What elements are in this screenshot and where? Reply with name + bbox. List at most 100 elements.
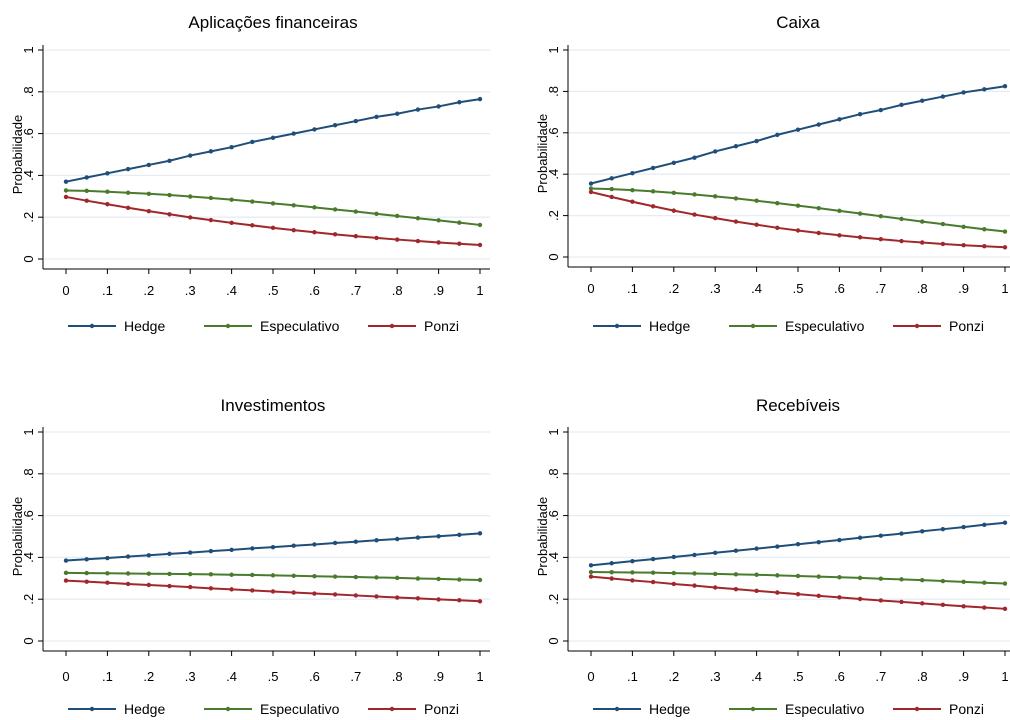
data-point	[146, 208, 151, 214]
data-point	[837, 537, 842, 543]
x-tick-label: .8	[917, 669, 928, 684]
data-point	[167, 158, 172, 163]
data-point	[353, 118, 358, 124]
chart-title: Recebíveis	[756, 396, 840, 415]
data-point	[609, 194, 614, 200]
data-point	[795, 228, 801, 233]
data-point	[609, 570, 614, 575]
data-point	[229, 197, 234, 202]
x-tick-label: .4	[226, 283, 237, 298]
legend-marker	[389, 706, 395, 712]
x-tick-label: .6	[834, 669, 845, 684]
series-line-ponzi	[590, 191, 1006, 249]
data-point	[436, 104, 441, 109]
x-tick-label: .9	[958, 669, 969, 684]
data-point	[436, 534, 441, 539]
data-point	[878, 214, 883, 219]
data-point	[270, 573, 276, 578]
data-point	[961, 243, 966, 248]
data-point	[167, 192, 172, 198]
y-tick-label: 1	[546, 46, 561, 53]
data-point	[733, 548, 739, 553]
data-point	[395, 536, 400, 542]
data-point	[754, 138, 759, 144]
data-point	[588, 574, 594, 579]
y-tick-label: .8	[21, 86, 36, 97]
data-point	[250, 139, 255, 145]
y-axis-label: Probabilidade	[535, 114, 550, 194]
data-point	[961, 524, 966, 530]
data-point	[1002, 245, 1008, 250]
data-point	[940, 602, 946, 608]
data-point	[982, 244, 987, 249]
data-point	[940, 94, 946, 99]
data-point	[1002, 581, 1008, 586]
y-tick-label: 1	[21, 428, 36, 435]
data-point	[353, 234, 358, 239]
y-tick-label: 0	[21, 255, 36, 262]
data-point	[754, 572, 759, 577]
data-point	[146, 571, 151, 576]
x-tick-label: .5	[793, 669, 804, 684]
legend-label-hedge: Hedge	[649, 701, 690, 717]
legend-label-hedge: Hedge	[124, 318, 165, 334]
y-tick-label: .4	[546, 169, 561, 180]
data-point	[208, 217, 214, 223]
x-tick-label: .8	[392, 283, 403, 298]
data-point	[477, 242, 483, 248]
data-point	[795, 203, 801, 208]
data-point	[837, 208, 842, 214]
x-tick-label: .4	[226, 669, 237, 684]
data-point	[961, 604, 966, 609]
data-point	[105, 555, 110, 561]
data-point	[878, 107, 883, 113]
data-point	[713, 149, 718, 154]
data-point	[395, 213, 400, 219]
x-tick-label: .7	[875, 281, 886, 296]
data-point	[754, 198, 759, 203]
x-tick-label: .3	[185, 669, 196, 684]
legend-label-hedge: Hedge	[124, 701, 165, 717]
chart-panel-4: Recebíveis 0 .2 .4 .6 .8 1 0 .1 .2 .3 .4 .5 .6 .7 .8 .9 1…	[535, 396, 1010, 717]
data-point	[920, 601, 925, 606]
x-tick-label: .4	[751, 669, 762, 684]
legend-label-ponzi: Ponzi	[424, 318, 459, 334]
legend-marker	[389, 323, 395, 329]
data-point	[878, 236, 883, 242]
x-tick-label: 1	[1001, 281, 1008, 296]
data-point	[588, 189, 594, 195]
data-point	[270, 135, 276, 140]
data-point	[920, 529, 925, 534]
data-point	[229, 144, 234, 150]
data-point	[878, 576, 883, 581]
data-point	[671, 554, 676, 560]
data-point	[250, 223, 255, 228]
data-point	[312, 542, 317, 547]
data-point	[1002, 229, 1008, 234]
data-point	[229, 220, 234, 226]
data-point	[816, 539, 821, 545]
data-point	[125, 166, 131, 172]
data-point	[125, 571, 131, 576]
data-point	[436, 218, 441, 223]
x-tick-label: .5	[268, 669, 279, 684]
data-point	[857, 235, 863, 240]
y-tick-label: 0	[546, 253, 561, 260]
data-point	[837, 233, 842, 238]
data-point	[630, 578, 635, 583]
data-point	[671, 570, 676, 576]
data-point	[395, 595, 400, 600]
data-point	[105, 202, 110, 207]
y-tick-label: .2	[21, 212, 36, 223]
legend-marker	[89, 323, 95, 329]
data-point	[857, 211, 863, 216]
data-point	[125, 190, 131, 195]
data-point	[63, 578, 69, 583]
y-axis-label: Probabilidade	[535, 497, 550, 577]
data-point	[312, 574, 317, 579]
data-point	[105, 189, 110, 194]
data-point	[630, 199, 635, 204]
data-point	[650, 189, 656, 194]
data-point	[270, 589, 276, 594]
x-tick-label: .7	[350, 283, 361, 298]
